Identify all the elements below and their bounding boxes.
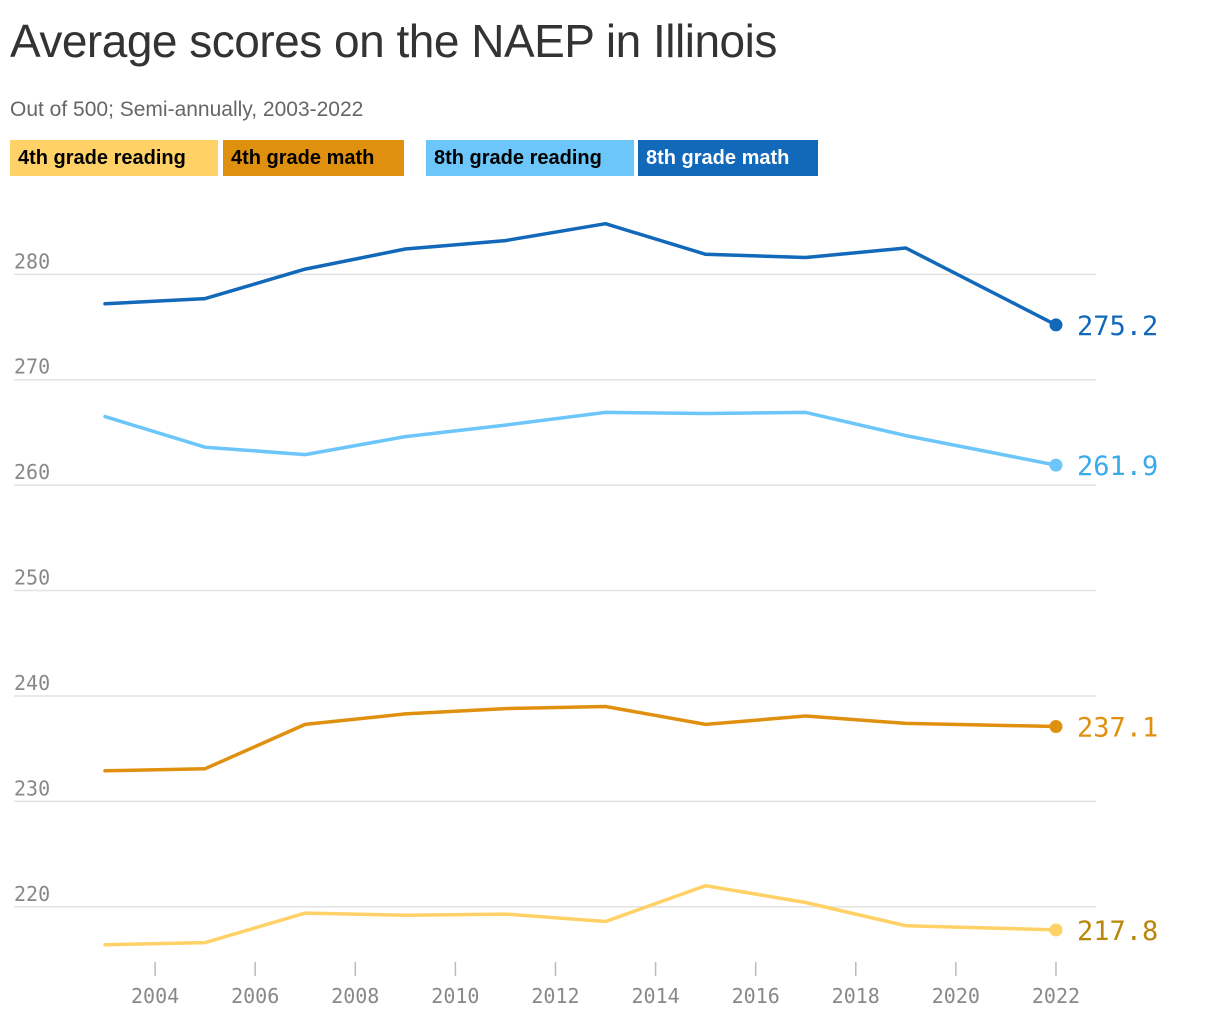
x-tick-label-2006: 2006	[231, 984, 279, 1008]
end-point-8th-grade-math	[1049, 318, 1063, 332]
end-label-8th-grade-reading: 261.9	[1077, 451, 1158, 482]
x-tick-label-2014: 2014	[631, 984, 679, 1008]
y-axis-ticks: 220 230 240 250 260 270 280	[14, 249, 50, 905]
y-tick-label-280: 280	[14, 249, 50, 273]
end-point-8th-grade-reading	[1049, 458, 1063, 472]
y-tick-label-220: 220	[14, 882, 50, 906]
x-tick-label-2018: 2018	[832, 984, 880, 1008]
series-line-4th-grade-reading	[103, 883, 1058, 947]
x-tick-label-2012: 2012	[531, 984, 579, 1008]
x-tick-label-2004: 2004	[131, 984, 179, 1008]
x-tick-label-2020: 2020	[932, 984, 980, 1008]
end-label-4th-grade-reading: 217.8	[1077, 916, 1158, 947]
series-line-8th-grade-reading	[103, 410, 1058, 467]
series-end-labels: 217.8 237.1 261.9 275.2	[1049, 311, 1158, 947]
legend-item-4th-grade-reading[interactable]: 4th grade reading	[10, 140, 218, 176]
end-label-8th-grade-math: 275.2	[1077, 311, 1158, 342]
y-tick-label-230: 230	[14, 776, 50, 800]
chart-title: Average scores on the NAEP in Illinois	[10, 15, 777, 67]
x-tick-label-2022: 2022	[1032, 984, 1080, 1008]
y-tick-label-270: 270	[14, 355, 50, 379]
legend-item-4th-grade-math[interactable]: 4th grade math	[223, 140, 404, 176]
legend-item-8th-grade-math[interactable]: 8th grade math	[638, 140, 818, 176]
end-point-4th-grade-math	[1049, 720, 1063, 734]
series-lines	[103, 221, 1058, 947]
series-line-8th-grade-math	[103, 221, 1058, 327]
y-tick-label-240: 240	[14, 671, 50, 695]
y-tick-label-260: 260	[14, 460, 50, 484]
chart-subtitle: Out of 500; Semi-annually, 2003-2022	[10, 98, 364, 121]
legend-item-8th-grade-reading[interactable]: 8th grade reading	[426, 140, 634, 176]
grid-lines	[14, 273, 1096, 908]
x-tick-label-2016: 2016	[732, 984, 780, 1008]
series-line-4th-grade-math	[103, 704, 1058, 773]
y-tick-label-250: 250	[14, 566, 50, 590]
end-label-4th-grade-math: 237.1	[1077, 713, 1158, 744]
x-tick-label-2010: 2010	[431, 984, 479, 1008]
x-axis-ticks: 2004 2006 2008 2010 2012 2014 2016 2018 2020 2022	[131, 962, 1080, 1008]
x-tick-label-2008: 2008	[331, 984, 379, 1008]
end-point-4th-grade-reading	[1049, 923, 1063, 937]
